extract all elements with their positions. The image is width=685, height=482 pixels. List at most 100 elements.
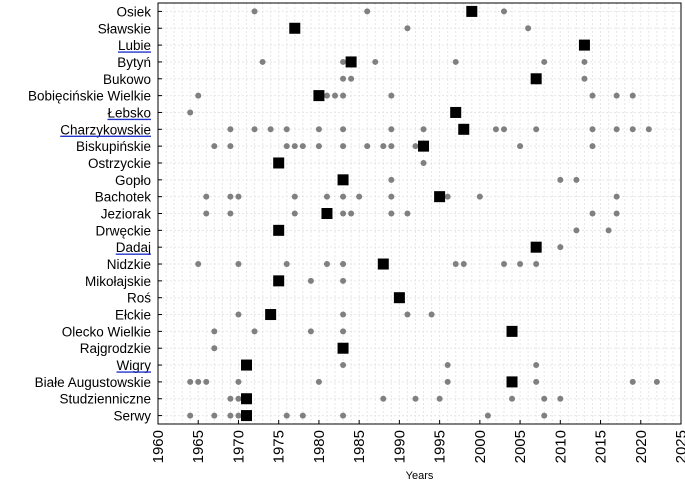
square-marker (313, 90, 325, 102)
circle-marker (283, 143, 290, 150)
square-marker (289, 22, 301, 34)
y-tick-label: Dadaj (116, 240, 151, 255)
circle-marker (404, 210, 411, 217)
circle-marker (323, 193, 330, 200)
circle-marker (613, 126, 620, 133)
circle-marker (525, 25, 532, 32)
y-tick-label: Olecko Wielkie (62, 324, 151, 339)
circle-marker (484, 412, 491, 419)
circle-marker (235, 193, 242, 200)
circle-marker (211, 328, 218, 335)
circle-marker (340, 143, 347, 150)
circle-marker (541, 58, 548, 65)
circle-marker (388, 193, 395, 200)
grid (157, 3, 682, 424)
circle-marker (251, 8, 258, 15)
y-tick-label: Ostrzyckie (88, 156, 151, 171)
circle-marker (348, 210, 355, 217)
square-marker (506, 376, 518, 388)
circle-marker (323, 92, 330, 99)
circle-marker (476, 193, 483, 200)
x-tick-label: 1965 (190, 430, 207, 463)
y-tick-label: Łebsko (107, 105, 151, 120)
square-marker (321, 208, 333, 219)
y-tick-label: Rajgrodzkie (80, 341, 151, 356)
y-tick-label: Charzykowskie (60, 122, 151, 137)
circle-marker (291, 143, 298, 150)
circle-marker (492, 126, 499, 133)
circle-marker (533, 362, 540, 369)
circle-marker (557, 244, 564, 251)
circle-marker (203, 210, 210, 217)
circle-marker (388, 176, 395, 183)
circle-marker (573, 227, 580, 234)
circle-marker (348, 75, 355, 82)
circle-marker (235, 261, 242, 268)
square-marker (578, 39, 590, 51)
circle-marker (412, 395, 419, 402)
square-marker (273, 157, 285, 169)
x-tick-label: 1985 (351, 430, 368, 463)
circle-marker (340, 277, 347, 284)
circle-marker (541, 412, 548, 419)
circle-marker (235, 378, 242, 385)
circle-marker (460, 261, 467, 268)
y-tick-label: Drwęckie (95, 223, 151, 238)
circle-marker (388, 126, 395, 133)
circle-marker (203, 378, 210, 385)
circle-marker (500, 126, 507, 133)
circle-marker (589, 126, 596, 133)
y-tick-label: Jeziorak (101, 207, 152, 222)
circle-marker (444, 362, 451, 369)
circle-marker (388, 210, 395, 217)
circle-marker (227, 126, 234, 133)
circle-marker (589, 92, 596, 99)
circle-marker (307, 277, 314, 284)
square-marker (530, 73, 542, 85)
y-tick-label: Wigry (117, 358, 152, 373)
circle-marker (573, 176, 580, 183)
circle-marker (195, 261, 202, 268)
square-marker (377, 258, 389, 270)
square-marker (393, 292, 405, 304)
circle-marker (315, 143, 322, 150)
circle-marker (444, 193, 451, 200)
circle-marker (500, 261, 507, 268)
circle-marker (645, 126, 652, 133)
circle-marker (227, 143, 234, 150)
circle-marker (340, 193, 347, 200)
circle-marker (340, 362, 347, 369)
circle-marker (613, 193, 620, 200)
circle-marker (235, 311, 242, 318)
y-axis: Osiek Sławskie Lubie Bytyń Bukowo Bobięciński… (28, 4, 162, 424)
x-tick-label: 1990 (391, 430, 408, 463)
y-tick-label: Mikołajskie (85, 274, 151, 289)
circle-marker (203, 193, 210, 200)
y-tick-label: Osiek (116, 4, 151, 19)
circle-marker (315, 126, 322, 133)
circle-marker (340, 261, 347, 268)
circle-marker (420, 159, 427, 166)
square-marker (241, 410, 253, 422)
square-marker (337, 174, 349, 186)
circle-marker (364, 8, 371, 15)
circle-marker (444, 378, 451, 385)
circle-marker (380, 395, 387, 402)
circle-marker (307, 328, 314, 335)
y-tick-label: Serwy (113, 409, 151, 424)
square-marker (241, 393, 253, 405)
circle-marker (315, 378, 322, 385)
circle-marker (533, 378, 540, 385)
circle-marker (629, 378, 636, 385)
circle-marker (291, 193, 298, 200)
circle-marker (340, 328, 347, 335)
circle-marker (372, 58, 379, 65)
circle-marker (340, 210, 347, 217)
circle-marker (420, 126, 427, 133)
x-tick-label: 1980 (311, 430, 328, 463)
circle-marker (235, 412, 242, 419)
y-tick-label: Roś (127, 291, 151, 306)
circle-marker (195, 92, 202, 99)
circle-marker (283, 126, 290, 133)
circle-marker (291, 210, 298, 217)
